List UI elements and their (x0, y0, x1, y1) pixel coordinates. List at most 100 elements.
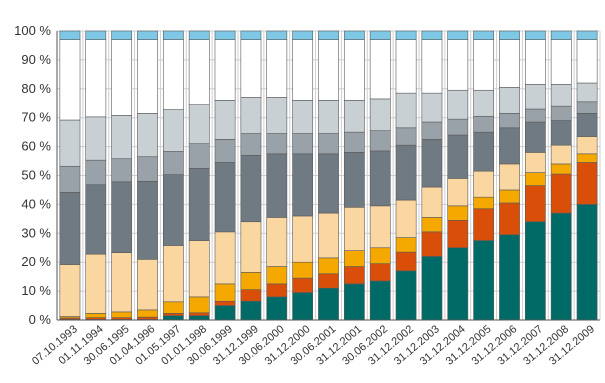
bar-segment (162, 151, 184, 175)
bar-segment (214, 300, 236, 306)
bar-segment (499, 202, 520, 236)
bar-segment (162, 39, 184, 110)
bar-segment (59, 191, 81, 265)
bar-segment (447, 134, 469, 179)
bar-segment (188, 104, 210, 145)
bar-segment (111, 158, 133, 183)
bar-segment (240, 221, 262, 273)
bar-segment (318, 100, 339, 134)
bar-segment (318, 133, 339, 155)
bar-segment (137, 180, 158, 260)
bar-segment (369, 30, 391, 40)
bar-segment (137, 113, 158, 158)
bar-segment (447, 205, 469, 221)
bar-segment (266, 217, 288, 267)
bar-segment (369, 263, 391, 282)
bar-segment (162, 245, 184, 303)
bar-segment (59, 264, 81, 317)
bar-segment (499, 189, 520, 204)
bar-segment (111, 311, 133, 318)
bar-segment (421, 92, 443, 123)
bar-segment (343, 250, 365, 267)
y-tick-label: 10 % (21, 283, 51, 298)
bar-segment (421, 231, 443, 257)
bar-segment (85, 30, 107, 40)
bar-segment (111, 252, 133, 313)
bar-segment (421, 186, 443, 218)
bar-segment (369, 150, 391, 207)
bar-segment (550, 144, 572, 165)
bar-segment (214, 283, 236, 302)
bar-segment (343, 30, 365, 40)
y-tick-label: 40 % (21, 196, 51, 211)
bar-segment (395, 144, 417, 201)
bar-segment (292, 292, 314, 321)
bar-segment (447, 118, 469, 136)
bar-segment (550, 173, 572, 214)
bar-segment (447, 30, 469, 40)
bar-segment (240, 39, 262, 98)
bar-segment (473, 115, 495, 133)
bar-segment (266, 266, 288, 285)
bar-segment (188, 240, 210, 298)
bar-segment (343, 100, 365, 133)
bar-segment (188, 167, 210, 241)
bar-segment (499, 30, 520, 40)
bar-segment (292, 100, 314, 134)
bar-segment (292, 133, 314, 155)
bar-segment (550, 84, 572, 107)
bar-segment (550, 105, 572, 121)
bar-segment (240, 289, 262, 302)
bar-segment (576, 162, 598, 205)
axes (56, 31, 600, 321)
bar-segment (292, 39, 314, 101)
bar-segment (266, 133, 288, 155)
bar-segment (524, 185, 546, 223)
bar-segment (473, 196, 495, 210)
bar-segment (292, 153, 314, 217)
bar-segment (318, 30, 339, 40)
bar-segment (576, 136, 598, 155)
bar-segment (137, 30, 158, 40)
bar-segment (318, 39, 339, 101)
bars (59, 30, 598, 321)
bar-segment (421, 39, 443, 94)
bar-segment (473, 131, 495, 172)
bar-segment (550, 39, 572, 85)
bar-segment (447, 247, 469, 321)
bar-segment (421, 217, 443, 233)
bar-segment (318, 273, 339, 289)
bar-segment (111, 115, 133, 160)
bar-segment (343, 39, 365, 101)
bar-segment (395, 237, 417, 253)
bar-segment (266, 283, 288, 298)
y-tick-label: 30 % (21, 225, 51, 240)
bar-segment (343, 206, 365, 251)
bar-segment (369, 39, 391, 100)
bar-segment (369, 130, 391, 152)
bar-segment (85, 253, 107, 314)
bar-segment (524, 108, 546, 123)
bar-segment (318, 212, 339, 259)
y-tick-label: 0 % (29, 312, 52, 327)
bar-segment (343, 152, 365, 208)
bar-segment (447, 39, 469, 91)
bar-segment (473, 170, 495, 198)
bar-segment (576, 153, 598, 163)
bar-segment (524, 30, 546, 40)
bar-segment (240, 97, 262, 134)
bar-segment (162, 301, 184, 314)
bar-segment (214, 139, 236, 163)
bar-segment (188, 315, 210, 321)
y-tick-label: 60 % (21, 139, 51, 154)
bar-segment (524, 39, 546, 85)
bar-segment (188, 39, 210, 105)
bar-segment (59, 165, 81, 193)
bar-segment (473, 39, 495, 91)
bar-segment (59, 30, 81, 40)
bar-segment (473, 240, 495, 321)
bar-segment (292, 215, 314, 263)
bar-segment (85, 39, 107, 118)
bar-segment (369, 98, 391, 132)
bar-segment (395, 30, 417, 40)
